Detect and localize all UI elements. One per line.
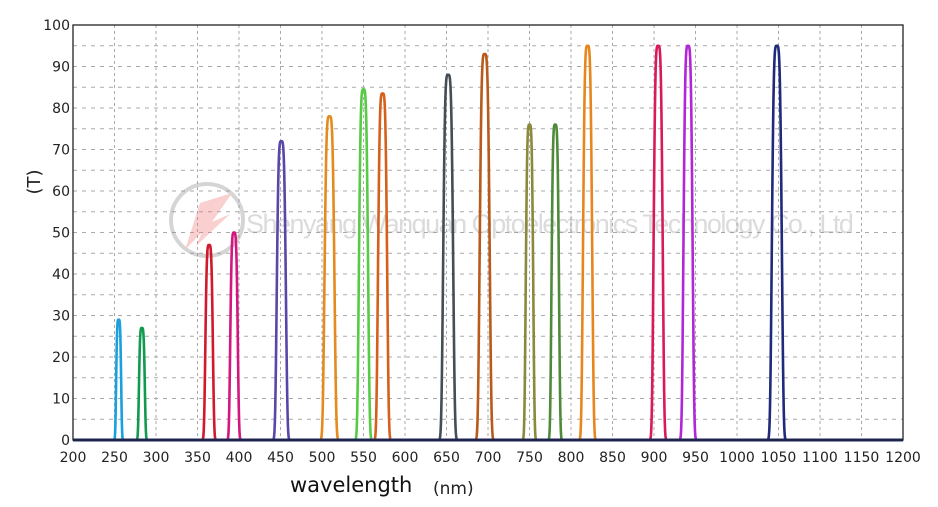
x-tick-label: 1200 (885, 450, 921, 466)
x-tick-label: 850 (599, 450, 626, 466)
series-curve-10 (454, 52, 515, 442)
series-curve-2 (124, 326, 160, 442)
x-tick-labels: 200 250 300 350 400 450 500 550 600 650 700 750 800 8… (60, 450, 921, 466)
curves (103, 44, 807, 442)
y-tick-label: 60 (52, 184, 70, 200)
plot-frame (72, 24, 904, 441)
y-tick-label: 70 (52, 143, 70, 159)
x-axis-unit: (nm) (433, 479, 474, 499)
x-tick-label: 650 (433, 450, 460, 466)
watermark-text: Shenyang Wanquan Optoelectronics Technol… (246, 209, 853, 239)
y-tick-label: 40 (52, 267, 70, 283)
y-tick-label: 20 (52, 350, 70, 366)
x-tick-label: 1050 (761, 450, 797, 466)
y-tick-labels: 0 10 20 30 40 50 60 70 80 90 100 (43, 18, 70, 449)
y-tick-label: 80 (52, 101, 70, 117)
series-curve-1 (103, 318, 134, 442)
x-tick-label: 350 (184, 450, 211, 466)
x-tick-label: 600 (392, 450, 419, 466)
x-tick-label: 750 (516, 450, 543, 466)
x-tick-label: 900 (641, 450, 668, 466)
x-tick-label: 1000 (719, 450, 755, 466)
x-tick-label: 450 (267, 450, 294, 466)
x-tick-label: 550 (350, 450, 377, 466)
y-tick-label: 0 (61, 433, 70, 449)
x-tick-label: 800 (558, 450, 585, 466)
y-tick-label: 10 (52, 392, 70, 408)
series-curve-16 (746, 44, 807, 442)
series-curve-5 (253, 139, 309, 442)
y-tick-label: 50 (52, 226, 70, 242)
series-curve-15 (660, 44, 716, 442)
x-tick-label: 500 (309, 450, 336, 466)
x-tick-label: 200 (60, 450, 87, 466)
y-tick-label: 90 (52, 60, 70, 76)
x-tick-label: 250 (101, 450, 128, 466)
watermark: Shenyang Wanquan Optoelectronics Technol… (169, 182, 854, 258)
watermark-lightning-icon (185, 193, 232, 250)
x-tick-label: 1100 (802, 450, 838, 466)
x-axis-label: wavelength (290, 473, 412, 497)
x-tick-label: 400 (226, 450, 253, 466)
y-axis-label: (T) (24, 169, 45, 194)
x-tick-label: 300 (143, 450, 170, 466)
series-curve-6 (299, 115, 360, 442)
y-tick-label: 100 (43, 18, 70, 34)
series-curve-13 (560, 44, 615, 442)
x-tick-label: 700 (475, 450, 502, 466)
series-curve-14 (630, 44, 686, 442)
x-tick-label: 1150 (844, 450, 880, 466)
x-tick-label: 950 (682, 450, 709, 466)
y-tick-label: 30 (52, 309, 70, 325)
series-curve-9 (418, 73, 479, 442)
